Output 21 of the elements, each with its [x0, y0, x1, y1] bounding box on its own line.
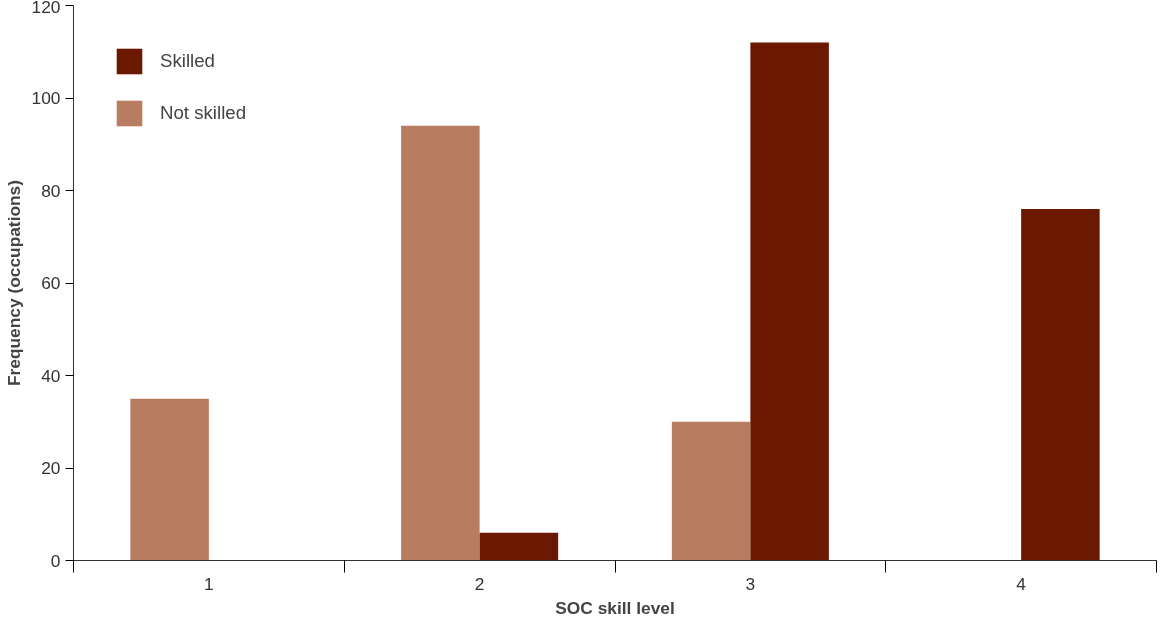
x-tick-label: 1	[204, 573, 214, 594]
x-axis-title: SOC skill level	[555, 597, 675, 618]
y-tick-label: 20	[41, 458, 61, 478]
bar	[671, 421, 751, 561]
y-tick-label: 60	[41, 273, 61, 293]
x-tick-label: 2	[474, 573, 485, 594]
bar	[130, 398, 209, 561]
y-tick-label: 80	[41, 180, 61, 201]
x-tick-label: 3	[745, 573, 756, 594]
bar	[750, 42, 829, 561]
y-tick-label: 100	[31, 88, 61, 108]
x-tick-label: 4	[1016, 573, 1027, 594]
bar	[479, 532, 559, 561]
y-tick-label: 0	[50, 550, 61, 571]
y-tick-label: 120	[31, 0, 61, 17]
bar	[401, 125, 480, 561]
y-axis-title: Frequency (occupations)	[3, 179, 24, 387]
y-tick-label: 40	[41, 365, 61, 386]
legend-label: Not skilled	[160, 102, 247, 124]
legend-label: Skilled	[160, 50, 215, 72]
bar	[1021, 209, 1100, 561]
